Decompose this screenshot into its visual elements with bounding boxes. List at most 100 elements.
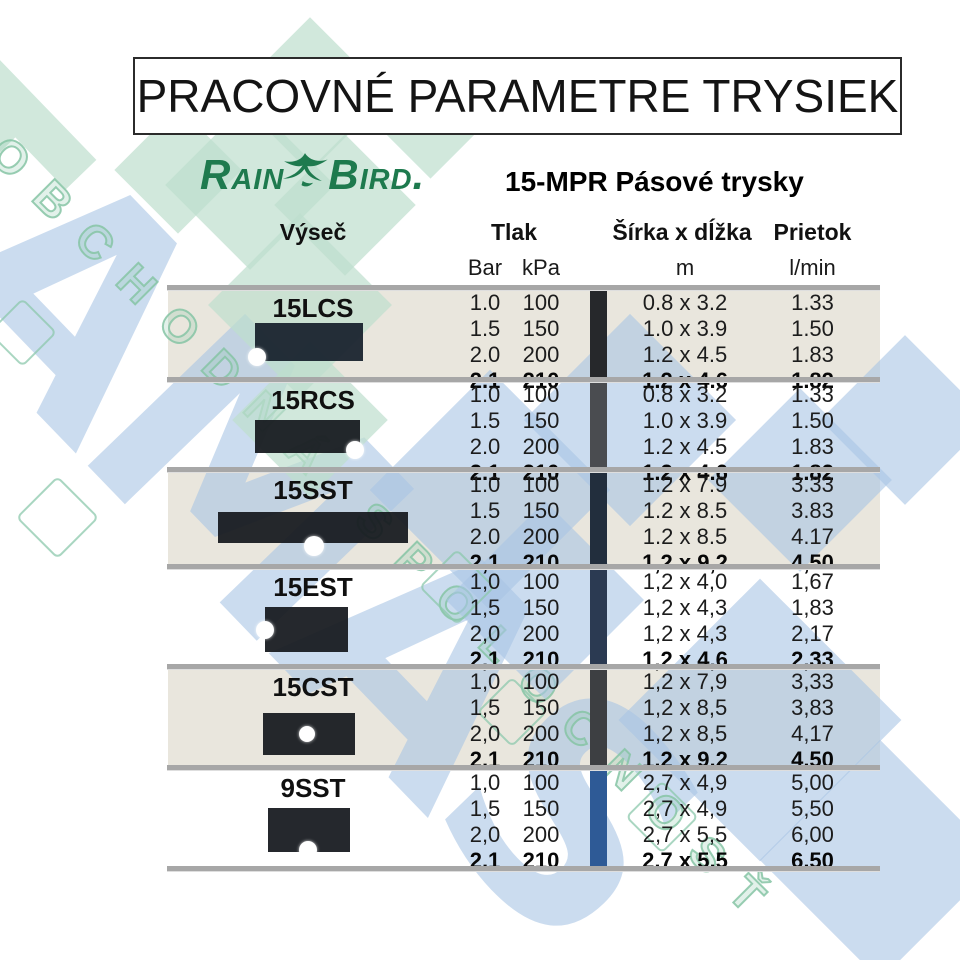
unit-m: m (675, 255, 695, 280)
nozzle-position-dot (248, 348, 266, 366)
cell-bar: 1.0 (469, 472, 501, 497)
nozzle-section-15est: 15EST 1,0 100 1,2 x 4,0 1,67 1,5 150 1,2 x 4,3 1… (168, 569, 880, 672)
table-row: 1.0 100 0.8 x 3.2 1.33 (458, 290, 880, 316)
cell-flow: 1.50 (791, 316, 834, 341)
cell-kpa: 100 (522, 569, 560, 594)
sector-column: 15RCS (168, 382, 458, 467)
unit-bar: Bar (467, 255, 503, 280)
cell-dimensions: 1,2 x 7,9 (642, 669, 728, 694)
cell-dimensions: 1.2 x 7.9 (642, 472, 728, 497)
table-divider-line (167, 285, 880, 291)
vertical-bar-segment (590, 765, 607, 866)
nozzle-section-15cst: 15CST 1,0 100 1,2 x 7,9 3,33 1,5 150 1,2 x 8,5 3… (168, 669, 880, 772)
nozzle-section-15lcs: 15LCS 1.0 100 0.8 x 3.2 1.33 1.5 150 1.0 x 3.9 1… (168, 290, 880, 393)
cell-kpa: 200 (522, 721, 560, 746)
cell-flow: 1.83 (791, 342, 834, 367)
spray-pattern-strip-dot-bottom-left (255, 323, 363, 361)
cell-bar: 2.0 (469, 524, 501, 549)
table-divider-line (167, 564, 880, 570)
table-row: 1.0 100 0.8 x 3.2 1.33 (458, 382, 880, 408)
cell-dimensions: 0.8 x 3.2 (642, 290, 728, 315)
cell-kpa: 150 (522, 498, 560, 523)
cell-kpa: 150 (522, 796, 560, 821)
title-box: PRACOVNÉ PARAMETRE TRYSIEK (133, 57, 902, 135)
column-header-sector: Výseč (279, 219, 347, 245)
cell-dimensions: 1.0 x 3.9 (642, 408, 728, 433)
cell-bar: 1,5 (469, 595, 501, 620)
cell-bar: 1,0 (469, 569, 501, 594)
cell-bar: 2.0 (469, 342, 501, 367)
cell-bar: 1,5 (469, 695, 501, 720)
unit-lmin: l/min (789, 255, 836, 280)
table-divider-line (167, 866, 880, 872)
sector-column: 15CST (168, 669, 458, 765)
cell-dimensions: 1.2 x 4.5 (642, 434, 728, 459)
cell-dimensions: 1.2 x 4.5 (642, 342, 728, 367)
table-divider-line (167, 664, 880, 670)
cell-flow: 2,17 (791, 621, 834, 646)
rainbird-logo-word-bird: Bird. (328, 151, 426, 198)
cell-kpa: 100 (522, 669, 560, 694)
table-row: 2.0 200 1.2 x 8.5 4.17 (458, 524, 880, 550)
nozzle-label: 15RCS (271, 385, 355, 415)
column-header-flow: Prietok (773, 219, 852, 245)
cell-dimensions: 2,7 x 4,9 (642, 796, 728, 821)
table-row: 1.5 150 1.2 x 8.5 3.83 (458, 498, 880, 524)
cell-flow: 5,50 (791, 796, 834, 821)
table-row: 1.5 150 1.0 x 3.9 1.50 (458, 316, 880, 342)
table-divider-line (167, 765, 880, 771)
cell-bar: 2,0 (469, 721, 501, 746)
cell-flow: 1,83 (791, 595, 834, 620)
table-row: 2.0 200 1.2 x 4.5 1.83 (458, 434, 880, 460)
spray-pattern-block-dot-left-middle (265, 607, 348, 652)
table-row: 1,5 150 2,7 x 4,9 5,50 (458, 796, 880, 822)
rainbird-logo-word-rain: Rain (200, 151, 285, 198)
spray-pattern-strip-dot-bottom-right (255, 420, 360, 453)
cell-kpa: 200 (522, 342, 560, 367)
cell-flow: 3,33 (791, 669, 834, 694)
cell-dimensions: 1,2 x 4,0 (642, 569, 728, 594)
cell-kpa: 100 (522, 290, 560, 315)
cell-kpa: 150 (522, 695, 560, 720)
cell-bar: 1,0 (469, 669, 501, 694)
table-row: 1,0 100 1,2 x 7,9 3,33 (458, 669, 880, 695)
cell-bar: 2.0 (469, 434, 501, 459)
cell-bar: 2,0 (469, 621, 501, 646)
nozzle-label: 15LCS (272, 293, 354, 323)
table-divider-line (167, 467, 880, 473)
table-row: 1,0 100 1,2 x 4,0 1,67 (458, 569, 880, 595)
sector-column: 15EST (168, 569, 458, 664)
cell-flow: 4.17 (791, 524, 834, 549)
table-row: 2,0 200 1,2 x 4,3 2,17 (458, 621, 880, 647)
cell-dimensions: 1,2 x 8,5 (642, 721, 728, 746)
product-subtitle: 15-MPR Pásové trysky (505, 166, 804, 197)
sector-column: 15SST (168, 472, 458, 564)
cell-flow: 3.83 (791, 498, 834, 523)
section-rows: 1.0 100 0.8 x 3.2 1.33 1.5 150 1.0 x 3.9 1.50 2.… (458, 290, 880, 393)
cell-kpa: 200 (522, 621, 560, 646)
cell-dimensions: 2,7 x 5,5 (642, 822, 728, 847)
cell-dimensions: 1,2 x 4,3 (642, 595, 728, 620)
cell-bar: 1.5 (469, 498, 501, 523)
cell-kpa: 150 (522, 316, 560, 341)
section-rows: 1.0 100 0.8 x 3.2 1.33 1.5 150 1.0 x 3.9 1.50 2.… (458, 382, 880, 485)
table-row: 1,5 150 1,2 x 8,5 3,83 (458, 695, 880, 721)
nozzle-position-dot (299, 841, 317, 859)
cell-dimensions: 1.2 x 8.5 (642, 498, 728, 523)
unit-kpa: kPa (522, 255, 560, 280)
table-row: 1.5 150 1.0 x 3.9 1.50 (458, 408, 880, 434)
cell-dimensions: 1,2 x 4,3 (642, 621, 728, 646)
column-header-dimensions: Šírka x dĺžka (612, 219, 752, 245)
rainbird-logo: Rain Bird. (200, 148, 425, 202)
table-row: 1,0 100 2,7 x 4,9 5,00 (458, 770, 880, 796)
cell-flow: 1.33 (791, 290, 834, 315)
cell-flow: 1.33 (791, 382, 834, 407)
sector-column: 15LCS (168, 290, 458, 377)
cell-dimensions: 0.8 x 3.2 (642, 382, 728, 407)
cell-kpa: 100 (522, 472, 560, 497)
cell-flow: 5,00 (791, 770, 834, 795)
nozzle-label: 15EST (273, 572, 353, 602)
cell-dimensions: 1.0 x 3.9 (642, 316, 728, 341)
nozzle-section-15rcs: 15RCS 1.0 100 0.8 x 3.2 1.33 1.5 150 1.0 x 3.9 1… (168, 382, 880, 485)
